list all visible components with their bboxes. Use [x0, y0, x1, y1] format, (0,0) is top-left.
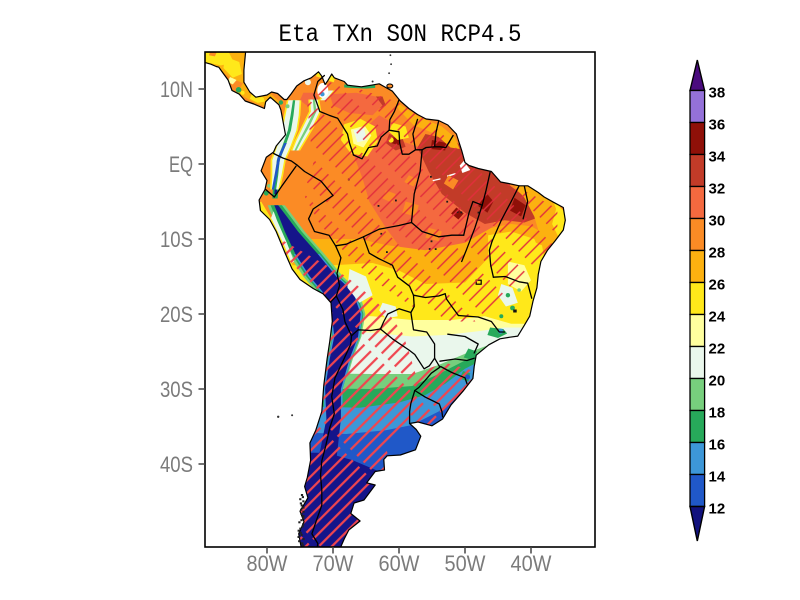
svg-text:60W: 60W: [379, 551, 420, 576]
svg-text:40W: 40W: [511, 551, 552, 576]
svg-text:EQ: EQ: [169, 152, 193, 177]
svg-text:40S: 40S: [160, 452, 193, 477]
svg-text:70W: 70W: [313, 551, 354, 576]
svg-text:80W: 80W: [247, 551, 288, 576]
svg-text:30: 30: [709, 213, 726, 230]
svg-text:12: 12: [709, 501, 726, 518]
svg-text:20: 20: [709, 373, 726, 390]
svg-text:22: 22: [709, 341, 726, 358]
svg-text:34: 34: [709, 149, 726, 166]
svg-text:16: 16: [709, 437, 726, 454]
svg-text:18: 18: [709, 405, 726, 422]
svg-text:38: 38: [709, 85, 726, 102]
svg-text:32: 32: [709, 181, 726, 198]
svg-text:36: 36: [709, 117, 726, 134]
svg-text:28: 28: [709, 245, 726, 262]
svg-text:10S: 10S: [160, 227, 193, 252]
svg-text:20S: 20S: [160, 302, 193, 327]
svg-text:Eta TXn SON RCP4.5: Eta TXn SON RCP4.5: [279, 20, 522, 49]
svg-text:26: 26: [709, 277, 726, 294]
svg-text:14: 14: [709, 469, 726, 486]
svg-text:24: 24: [709, 309, 726, 326]
svg-text:30S: 30S: [160, 377, 193, 402]
svg-text:50W: 50W: [445, 551, 486, 576]
svg-text:10N: 10N: [160, 77, 193, 102]
